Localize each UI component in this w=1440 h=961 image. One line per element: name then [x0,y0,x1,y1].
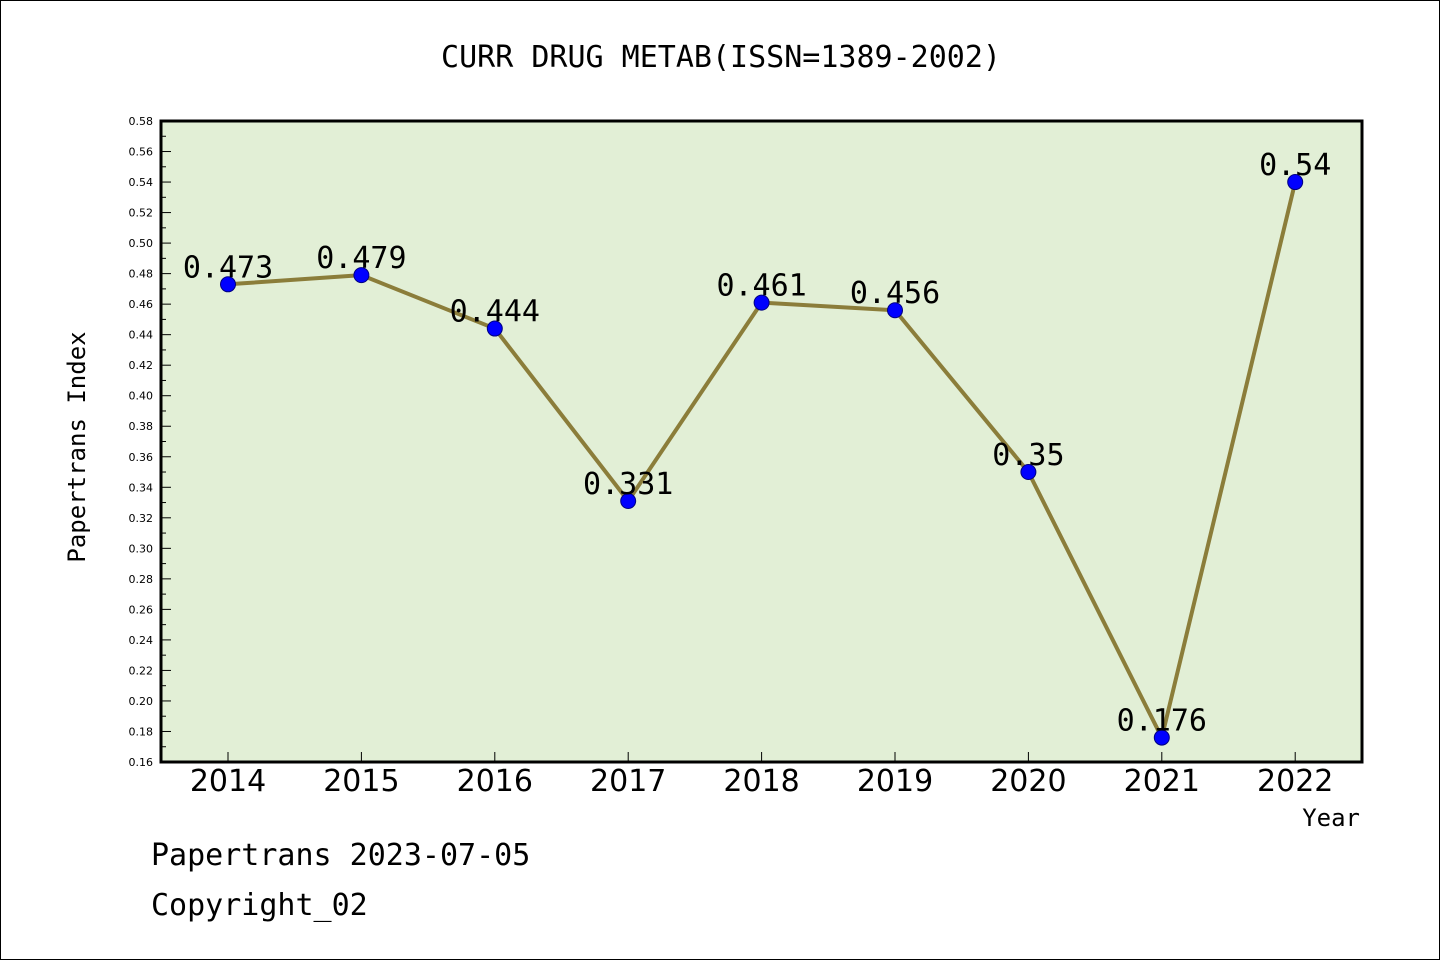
y-tick-label: 0.42 [129,359,154,372]
data-label: 0.444 [450,295,540,330]
y-tick-label: 0.44 [129,329,154,342]
x-tick-label: 2017 [590,764,666,799]
y-tick-label: 0.26 [129,603,154,616]
data-point [1020,464,1037,481]
y-axis-label: Papertrans Index [63,331,91,562]
footer-date: Papertrans 2023-07-05 [151,838,530,873]
y-tick-label: 0.32 [129,512,154,525]
chart-title: CURR DRUG METAB(ISSN=1389-2002) [441,40,1001,75]
y-tick-label: 0.18 [129,725,154,738]
x-tick-label: 2018 [723,764,799,799]
y-tick-label: 0.28 [129,573,154,586]
y-tick-label: 0.38 [129,420,154,433]
data-label: 0.479 [316,241,406,276]
y-tick-label: 0.48 [129,268,154,281]
data-points [220,174,1304,746]
y-tick-label: 0.20 [129,695,154,708]
data-point [353,267,370,284]
y-tick-label: 0.50 [129,237,154,250]
y-tick-label: 0.52 [129,207,154,220]
x-axis: 2014 2015 2016 2017 2018 2019 2020 2021 2022 [190,752,1333,799]
y-tick-label: 0.40 [129,390,154,403]
data-point [486,320,503,337]
data-label: 0.35 [992,438,1064,473]
data-label: 0.176 [1117,704,1207,739]
footer-copyright: Copyright_02 [151,888,368,923]
data-point [620,493,637,510]
x-tick-label: 2019 [857,764,933,799]
data-label: 0.461 [716,269,806,304]
x-axis-label: Year [1302,804,1360,832]
y-axis: 0.16 0.18 0.20 0.22 0.24 0.26 0.28 0.30 0.32 0.34… [129,115,171,769]
y-tick-label: 0.16 [129,756,154,769]
y-tick-label: 0.56 [129,146,154,159]
data-point [753,294,770,311]
data-label: 0.473 [183,250,273,285]
y-tick-label: 0.22 [129,664,154,677]
data-label: 0.54 [1259,148,1331,183]
data-point [1153,729,1170,746]
y-tick-label: 0.46 [129,298,154,311]
data-label: 0.456 [850,276,940,311]
y-tick-label: 0.34 [129,481,154,494]
x-tick-label: 2020 [990,764,1066,799]
data-point [887,302,903,319]
data-point [1287,174,1304,191]
x-tick-label: 2014 [190,764,266,799]
y-tick-label: 0.24 [129,634,154,647]
x-tick-label: 2021 [1124,764,1200,799]
data-label: 0.331 [583,467,673,502]
y-tick-label: 0.54 [129,176,154,189]
x-tick-label: 2022 [1257,764,1333,799]
x-tick-label: 2015 [323,764,399,799]
y-tick-label: 0.30 [129,542,154,555]
y-tick-label: 0.36 [129,451,154,464]
data-labels: 0.473 0.479 0.444 0.331 0.461 0.456 0.35 0.176 0… [183,148,1331,739]
data-point [220,276,236,293]
plot-border [159,119,1364,764]
x-tick-label: 2016 [457,764,533,799]
plot-area [161,121,1362,762]
y-tick-label: 0.58 [129,115,154,128]
